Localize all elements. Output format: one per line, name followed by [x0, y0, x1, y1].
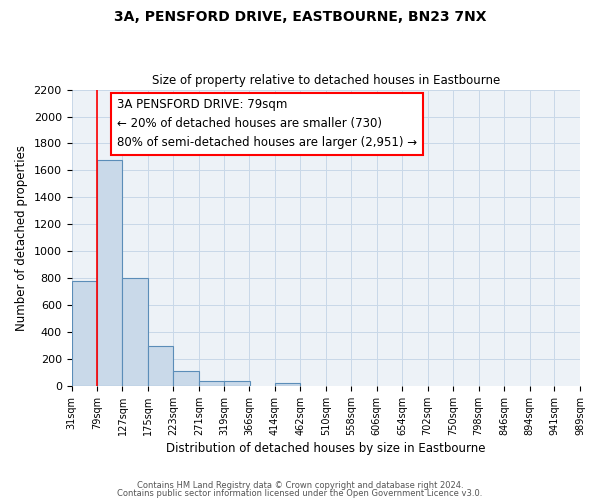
Bar: [275, 384, 300, 386]
Bar: [199, 381, 224, 386]
X-axis label: Distribution of detached houses by size in Eastbourne: Distribution of detached houses by size …: [166, 442, 486, 455]
Bar: [224, 381, 250, 386]
Bar: [173, 371, 199, 386]
Text: Contains public sector information licensed under the Open Government Licence v3: Contains public sector information licen…: [118, 488, 482, 498]
Bar: [97, 160, 122, 386]
Text: 3A, PENSFORD DRIVE, EASTBOURNE, BN23 7NX: 3A, PENSFORD DRIVE, EASTBOURNE, BN23 7NX: [114, 10, 486, 24]
Y-axis label: Number of detached properties: Number of detached properties: [15, 145, 28, 331]
Text: 3A PENSFORD DRIVE: 79sqm
← 20% of detached houses are smaller (730)
80% of semi-: 3A PENSFORD DRIVE: 79sqm ← 20% of detach…: [118, 98, 418, 150]
Bar: [71, 281, 97, 386]
Title: Size of property relative to detached houses in Eastbourne: Size of property relative to detached ho…: [152, 74, 500, 87]
Bar: [148, 346, 173, 386]
Bar: [122, 278, 148, 386]
Text: Contains HM Land Registry data © Crown copyright and database right 2024.: Contains HM Land Registry data © Crown c…: [137, 481, 463, 490]
